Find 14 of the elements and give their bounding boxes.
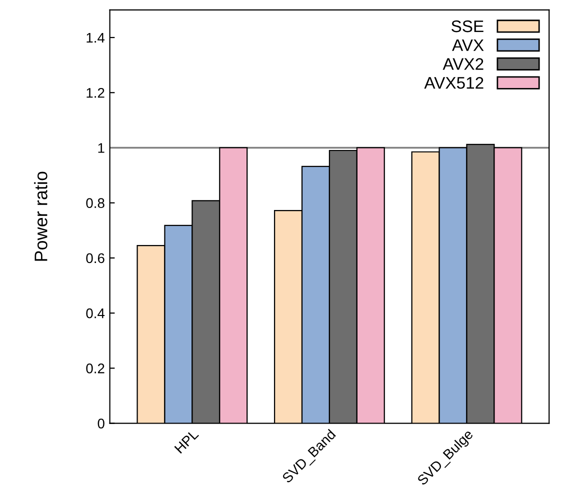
y-tick-label: 0.6 [86, 253, 104, 264]
y-tick-label: 0 [98, 418, 104, 428]
legend-label: AVX512 [424, 77, 484, 89]
legend-label: AVX [452, 39, 484, 51]
x-tick-label: HPL [174, 428, 199, 454]
y-tick-label: 1.2 [86, 88, 104, 98]
y-tick-label: 1 [98, 143, 104, 153]
legend-label: AVX2 [442, 58, 484, 70]
y-tick-label: 0.2 [86, 364, 104, 374]
y-tick-label: 0.4 [86, 308, 105, 318]
legend-label: SSE [452, 20, 484, 32]
y-axis-title: Power ratio [34, 172, 48, 261]
y-tick-label: 0.8 [86, 198, 104, 208]
y-tick-label: 1.4 [86, 32, 105, 43]
